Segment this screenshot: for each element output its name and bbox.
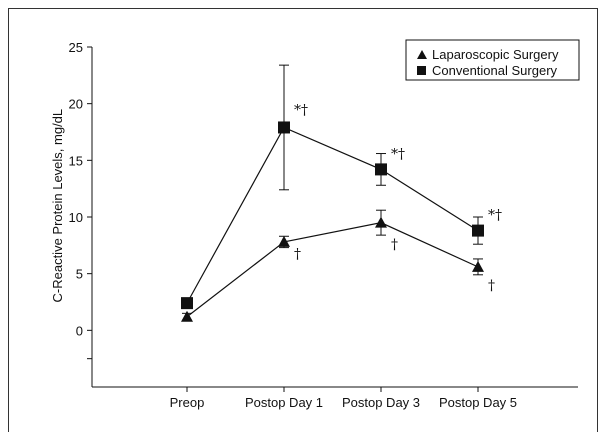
data-point-triangle xyxy=(472,260,484,272)
significance-annotation: † xyxy=(294,246,301,262)
data-point-triangle xyxy=(278,235,290,247)
triangle-marker-icon xyxy=(417,50,427,59)
legend-label-conventional: Conventional Surgery xyxy=(432,63,558,78)
chart-frame xyxy=(8,8,598,432)
y-tick-label: 20 xyxy=(69,97,83,112)
data-point-square xyxy=(375,163,387,176)
significance-annotation: *† xyxy=(391,147,405,163)
y-tick-label: 10 xyxy=(69,210,83,225)
y-axis-title: C-Reactive Protein Levels, mg/dL xyxy=(50,109,65,303)
axes: 0 5 10 15 20 25 Preop Postop Day 1 Postop Day 3 P… xyxy=(69,40,578,410)
data-point-square xyxy=(472,224,484,237)
data-point-square xyxy=(181,297,193,310)
annotation-layer: *† † *† † *† † xyxy=(294,102,502,294)
legend-label-laparoscopic: Laparoscopic Surgery xyxy=(432,47,559,62)
legend: Laparoscopic Surgery Conventional Surger… xyxy=(405,39,580,81)
data-point-triangle xyxy=(181,310,193,322)
data-point-square xyxy=(278,121,290,134)
significance-annotation: *† xyxy=(294,102,308,118)
x-tick-label: Preop xyxy=(170,395,205,410)
y-tick-label: 5 xyxy=(76,267,83,282)
y-tick-label: 25 xyxy=(69,40,83,55)
series-layer xyxy=(181,64,484,322)
x-tick-label: Postop Day 3 xyxy=(342,395,420,410)
y-tick-label: 0 xyxy=(76,323,83,338)
y-tick-label: 15 xyxy=(69,153,83,168)
square-marker-icon xyxy=(417,66,426,75)
significance-annotation: *† xyxy=(488,208,502,224)
significance-annotation: † xyxy=(488,278,495,294)
data-point-triangle xyxy=(375,216,387,228)
significance-annotation: † xyxy=(391,237,398,253)
x-tick-label: Postop Day 5 xyxy=(439,395,517,410)
series-line xyxy=(186,126,479,304)
x-tick-label: Postop Day 1 xyxy=(245,395,323,410)
series-laparoscopic xyxy=(181,209,484,322)
series-conventional xyxy=(181,64,484,310)
series-line xyxy=(186,222,479,318)
legend-box xyxy=(405,39,580,81)
